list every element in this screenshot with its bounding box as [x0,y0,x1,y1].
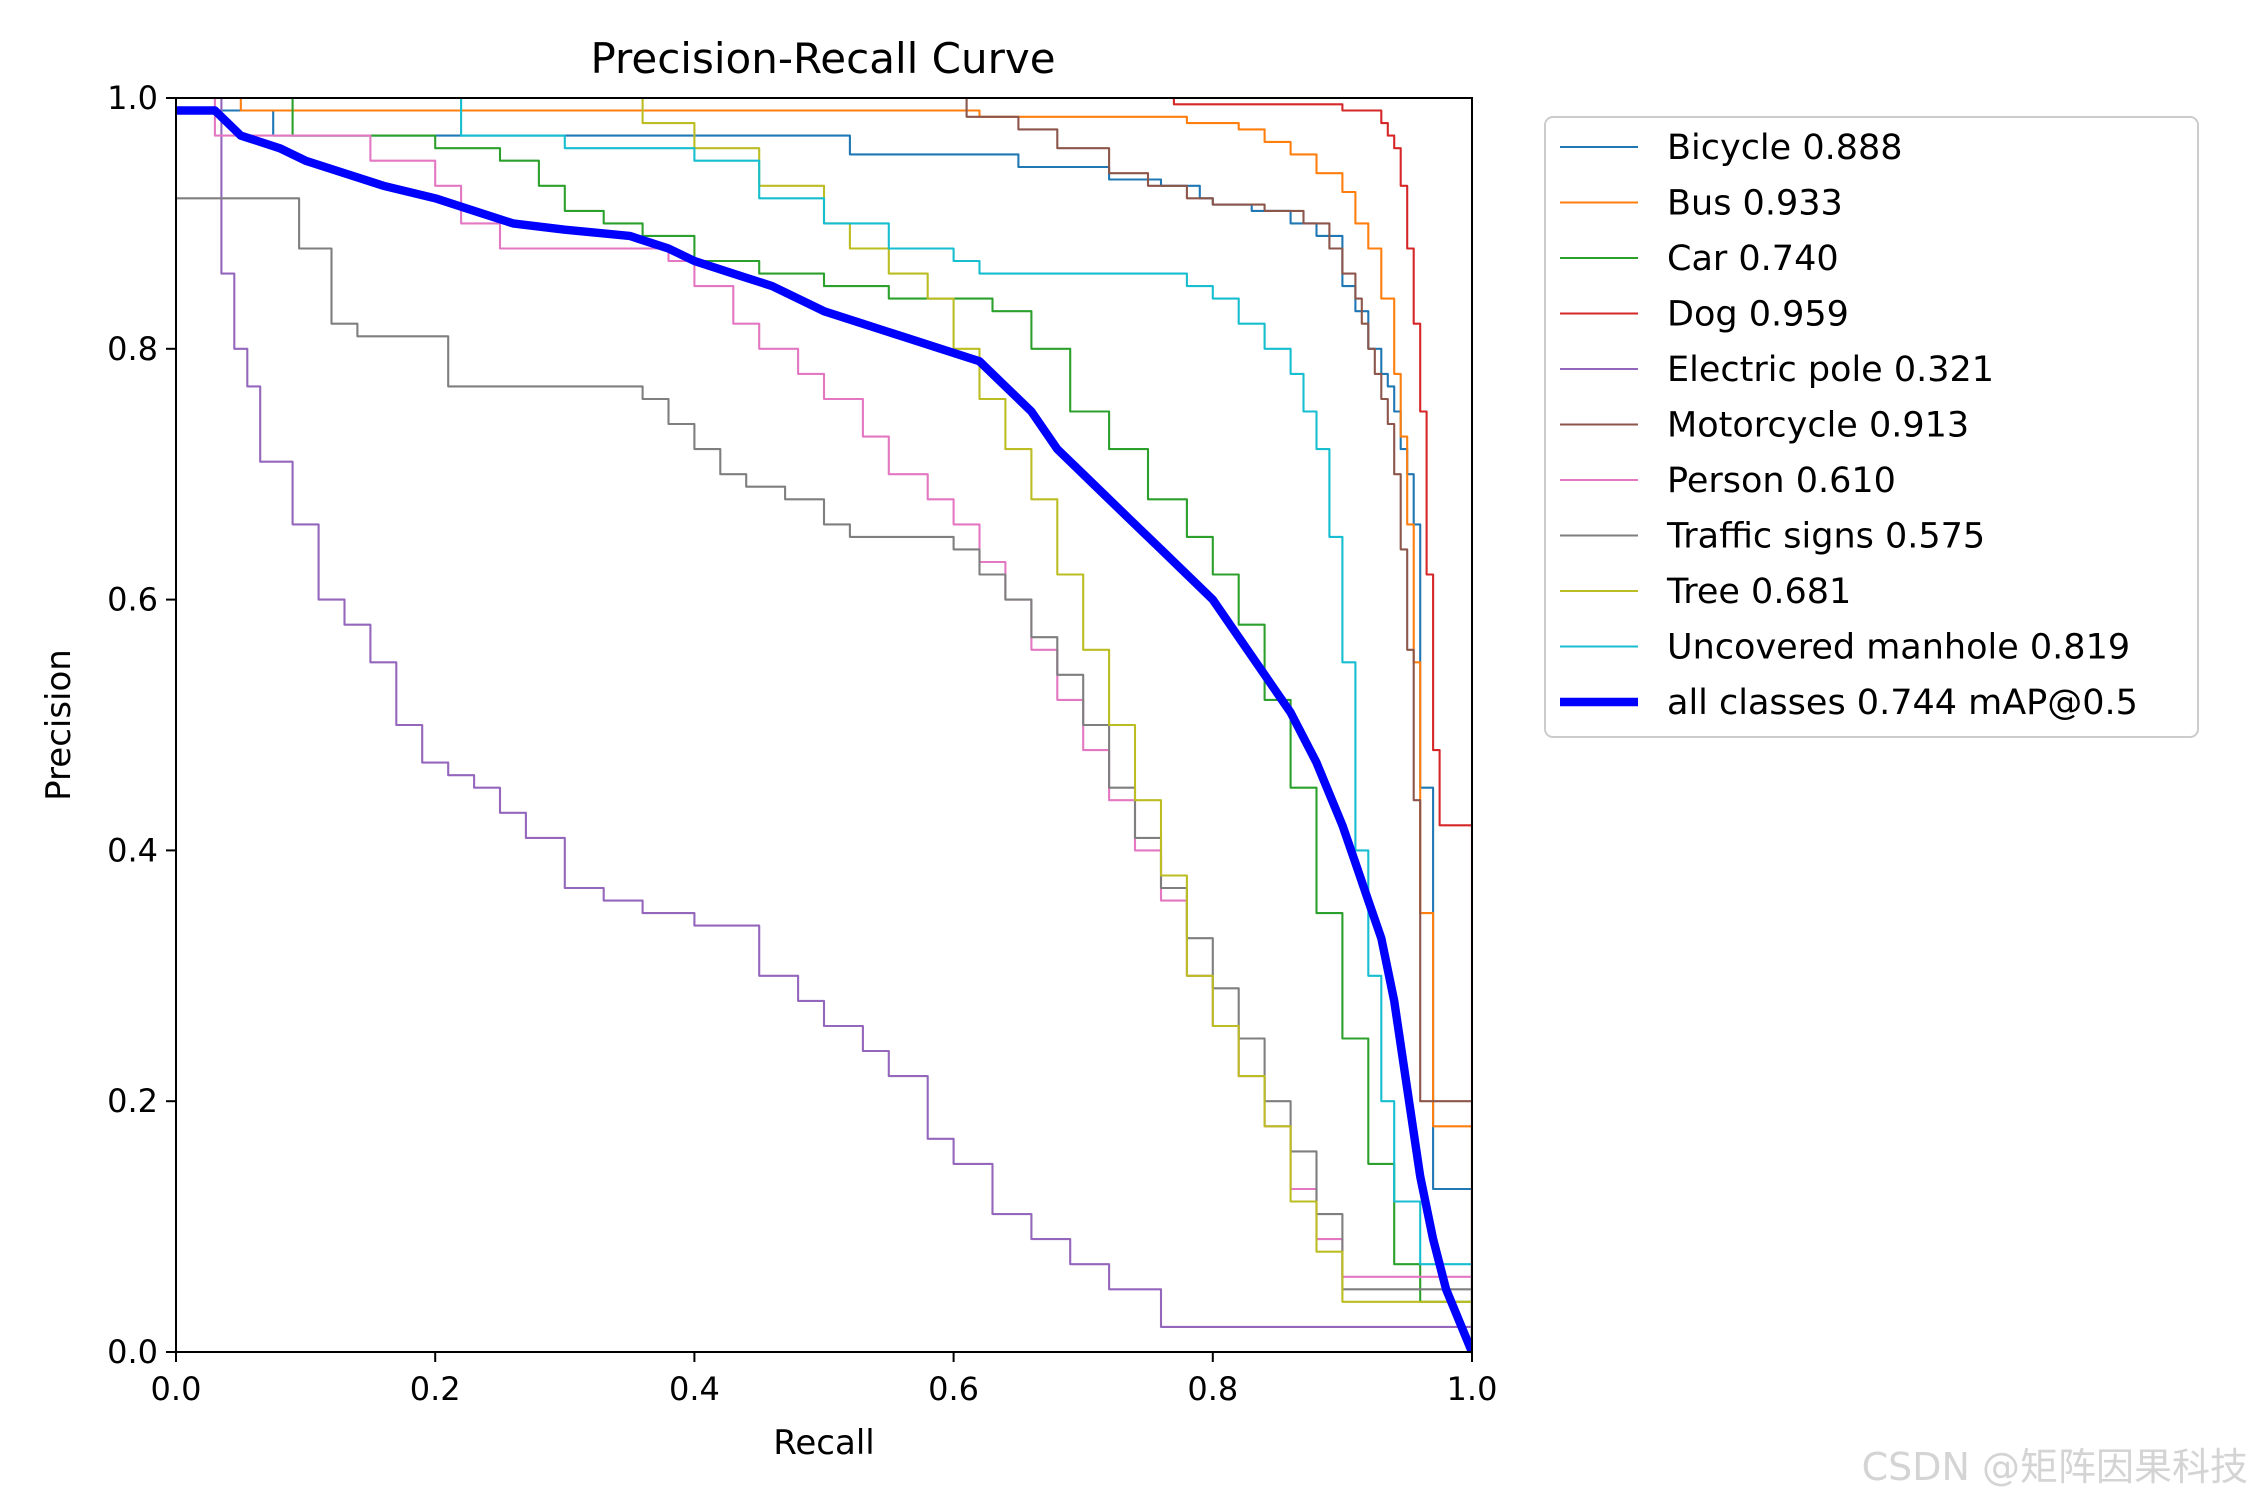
series-line-motorcycle-0-913 [176,98,1472,1352]
x-tick-label: 1.0 [1447,1370,1498,1408]
legend-label-electric-pole-0-321: Electric pole 0.321 [1667,350,1994,390]
y-tick-label: 0.2 [107,1082,158,1120]
x-axis-ticks: 0.0 0.2 0.4 0.6 0.8 1.0 [151,1352,1498,1408]
x-tick-label: 0.4 [669,1370,720,1408]
series-line-bus-0-933 [176,98,1472,1352]
y-tick-label: 0.0 [107,1333,158,1371]
series-line-tree-0-681 [176,98,1472,1352]
series-line-electric-pole-0-321 [176,98,1472,1352]
legend-frame [1544,116,2199,738]
chart-title: Precision-Recall Curve [590,34,1055,83]
y-tick-label: 0.6 [107,581,158,619]
legend-label-motorcycle-0-913: Motorcycle 0.913 [1667,406,1969,446]
axes-frame [175,97,1473,1353]
series-layer [176,98,1472,1352]
legend-label-dog-0-959: Dog 0.959 [1667,295,1849,335]
legend-label-bus-0-933: Bus 0.933 [1667,184,1843,224]
legend-label-uncovered-manhole-0-819: Uncovered manhole 0.819 [1667,628,2130,668]
series-line-car-0-740 [176,98,1472,1352]
series-line-bicycle-0-888 [176,109,1472,1352]
x-axis-label: Recall [773,1423,874,1463]
plot-area: 0.0 0.2 0.4 0.6 0.8 1.0 0.0 0.2 0.4 0.6 0.8 1.0 [107,79,1497,1408]
legend-label-car-0-740: Car 0.740 [1667,239,1839,279]
y-axis-ticks: 0.0 0.2 0.4 0.6 0.8 1.0 [107,79,176,1371]
legend: Bicycle 0.888 Bus 0.933 Car 0.740 Dog 0.959… [1544,116,2199,738]
x-tick-label: 0.6 [928,1370,979,1408]
legend-label-traffic-signs-0-575: Traffic signs 0.575 [1666,517,1985,557]
series-line-all-classes-0-744-map-0-5 [176,106,1472,1352]
y-tick-label: 0.4 [107,831,158,869]
x-tick-label: 0.0 [151,1370,202,1408]
legend-label-tree-0-681: Tree 0.681 [1666,572,1851,612]
legend-items: Bicycle 0.888 Bus 0.933 Car 0.740 Dog 0.959… [1560,128,2138,723]
y-tick-label: 1.0 [107,79,158,117]
legend-label-all-classes-0-744-map-0-5: all classes 0.744 mAP@0.5 [1667,683,2138,723]
y-axis-label: Precision [39,649,79,801]
x-tick-label: 0.2 [410,1370,461,1408]
series-line-dog-0-959 [176,98,1472,1352]
series-line-traffic-signs-0-575 [176,197,1472,1352]
legend-label-bicycle-0-888: Bicycle 0.888 [1667,128,1903,168]
series-line-uncovered-manhole-0-819 [176,98,1472,1352]
y-tick-label: 0.8 [107,330,158,368]
x-tick-label: 0.8 [1187,1370,1238,1408]
watermark-text: CSDN @矩阵因果科技 [1862,1445,2248,1489]
legend-label-person-0-610: Person 0.610 [1667,461,1896,501]
